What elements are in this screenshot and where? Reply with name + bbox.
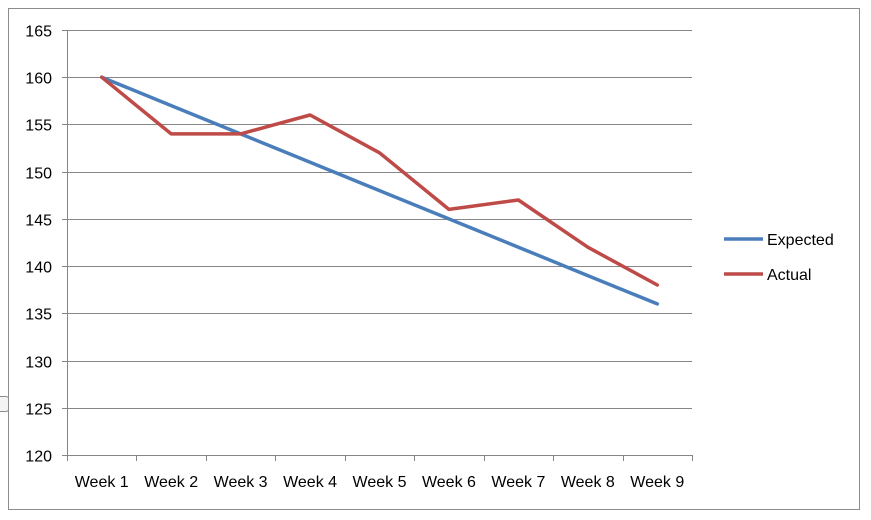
- x-tick-label: Week 9: [630, 474, 684, 491]
- y-tick-label: 160: [25, 71, 52, 88]
- x-tick-label: Week 5: [353, 474, 407, 491]
- legend-label-expected: Expected: [767, 232, 834, 249]
- y-tick-label: 130: [25, 355, 52, 372]
- y-tick-label: 125: [25, 402, 52, 419]
- legend-label-actual: Actual: [767, 267, 811, 284]
- y-tick-label: 165: [25, 24, 52, 41]
- y-axis-tick-labels: 120 125 130 135 140 145 150 155 160 165: [25, 24, 52, 466]
- x-tick-label: Week 3: [214, 474, 268, 491]
- axes: [62, 30, 693, 461]
- y-tick-label: 140: [25, 260, 52, 277]
- x-tick-label: Week 7: [491, 474, 545, 491]
- y-tick-label: 150: [25, 166, 52, 183]
- legend: Expected Actual: [724, 232, 834, 284]
- x-tick-label: Week 6: [422, 474, 476, 491]
- y-tick-label: 120: [25, 449, 52, 466]
- x-tick-label: Week 2: [144, 474, 198, 491]
- y-tick-label: 135: [25, 307, 52, 324]
- chart-border: [8, 8, 860, 510]
- series-lines: [99, 75, 660, 306]
- resize-handle[interactable]: [0, 396, 9, 412]
- x-tick-label: Week 8: [561, 474, 615, 491]
- y-tick-label: 145: [25, 213, 52, 230]
- gridlines: [67, 30, 692, 409]
- x-tick-label: Week 4: [283, 474, 337, 491]
- x-tick-label: Week 1: [75, 474, 129, 491]
- x-axis-tick-labels: Week 1 Week 2 Week 3 Week 4 Week 5 Week 6 Week…: [75, 474, 685, 491]
- y-tick-label: 155: [25, 118, 52, 135]
